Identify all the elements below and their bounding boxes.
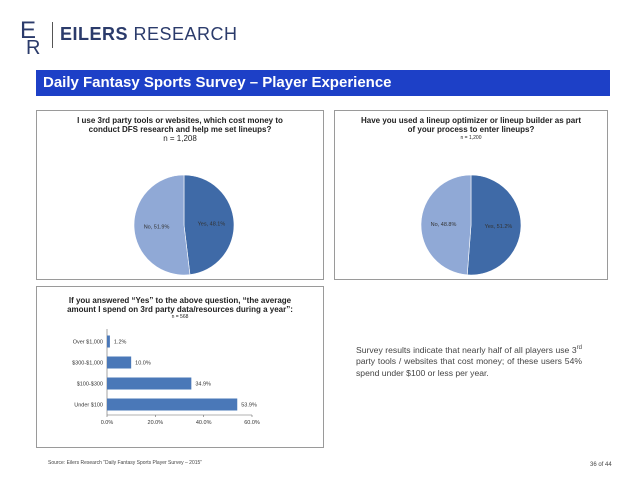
panel-annual-spend: If you answered “Yes” to the above quest…: [36, 286, 324, 448]
pie2-slice-no: [420, 174, 472, 276]
svg-text:E: E: [20, 17, 36, 44]
pie1-slice-yes: [183, 174, 235, 275]
pie1-slice-no: [133, 174, 191, 276]
bar: [107, 398, 238, 411]
pie2-label-no: No, 48.8%: [431, 222, 457, 228]
page-title: Daily Fantasy Sports Survey – Player Exp…: [36, 70, 610, 96]
panel2-title-line1: Have you used a lineup optimizer or line…: [360, 116, 582, 125]
bar-category-label: $300-$1,000: [72, 361, 103, 367]
panel3-title-line2: amount I spend on 3rd party data/resourc…: [67, 305, 293, 314]
summary-text: Survey results indicate that nearly half…: [356, 344, 582, 379]
bar: [107, 377, 192, 390]
pie-chart-third-party-tools: Yes, 48.1% No, 51.9%: [133, 174, 235, 276]
brand-name: EILERS RESEARCH: [60, 24, 238, 45]
pie1-label-yes: Yes, 48.1%: [198, 221, 226, 227]
bar-value-label: 10.0%: [135, 361, 151, 367]
bar-category-label: $100-$300: [77, 382, 103, 388]
bar-x-tick-label: 20.0%: [148, 420, 164, 426]
panel-lineup-optimizer: Have you used a lineup optimizer or line…: [334, 110, 608, 280]
bar-category-label: Over $1,000: [73, 340, 103, 346]
panel3-title-line1: If you answered “Yes” to the above quest…: [68, 296, 292, 305]
panel1-n: n = 1,208: [163, 134, 197, 143]
brand-bold: EILERS: [60, 24, 129, 44]
bar-x-tick-label: 60.0%: [244, 420, 260, 426]
panel-third-party-tools: I use 3rd party tools or websites, which…: [36, 110, 324, 280]
pie2-slice-yes: [466, 174, 522, 276]
page-number: 36 of 44: [590, 462, 612, 468]
bar-value-label: 34.9%: [195, 382, 211, 388]
panel1-title-line1: I use 3rd party tools or websites, which…: [77, 116, 283, 125]
bar: [107, 335, 110, 348]
pie1-label-no: No, 51.9%: [144, 225, 170, 231]
source-note: Source: Eilers Research “Daily Fantasy S…: [48, 460, 202, 466]
pie2-label-yes: Yes, 51.2%: [485, 224, 513, 230]
bar-value-label: 1.2%: [114, 340, 127, 346]
bar: [107, 356, 132, 369]
bar-x-tick-label: 0.0%: [101, 420, 114, 426]
bar-x-tick-label: 40.0%: [196, 420, 212, 426]
logo-divider: [52, 22, 53, 48]
bar-value-label: 53.9%: [241, 403, 257, 409]
bar-category-label: Under $100: [74, 403, 103, 409]
brand-light: RESEARCH: [133, 24, 238, 44]
svg-text:R: R: [26, 37, 40, 56]
panel1-title-line2: conduct DFS research and help me set lin…: [88, 125, 272, 134]
pie-chart-lineup-optimizer: Yes, 51.2% No, 48.8%: [420, 174, 522, 276]
bar-chart-annual-spend: Over $1,000 1.2% $300-$1,000 10.0% $100-$300…: [72, 329, 260, 426]
eilers-logo-mark: E R: [20, 17, 40, 56]
panel2-n: n = 1,200: [460, 135, 482, 141]
panel2-title-line2: of your process to enter lineups?: [407, 125, 535, 134]
panel3-n: n = 568: [171, 314, 189, 320]
